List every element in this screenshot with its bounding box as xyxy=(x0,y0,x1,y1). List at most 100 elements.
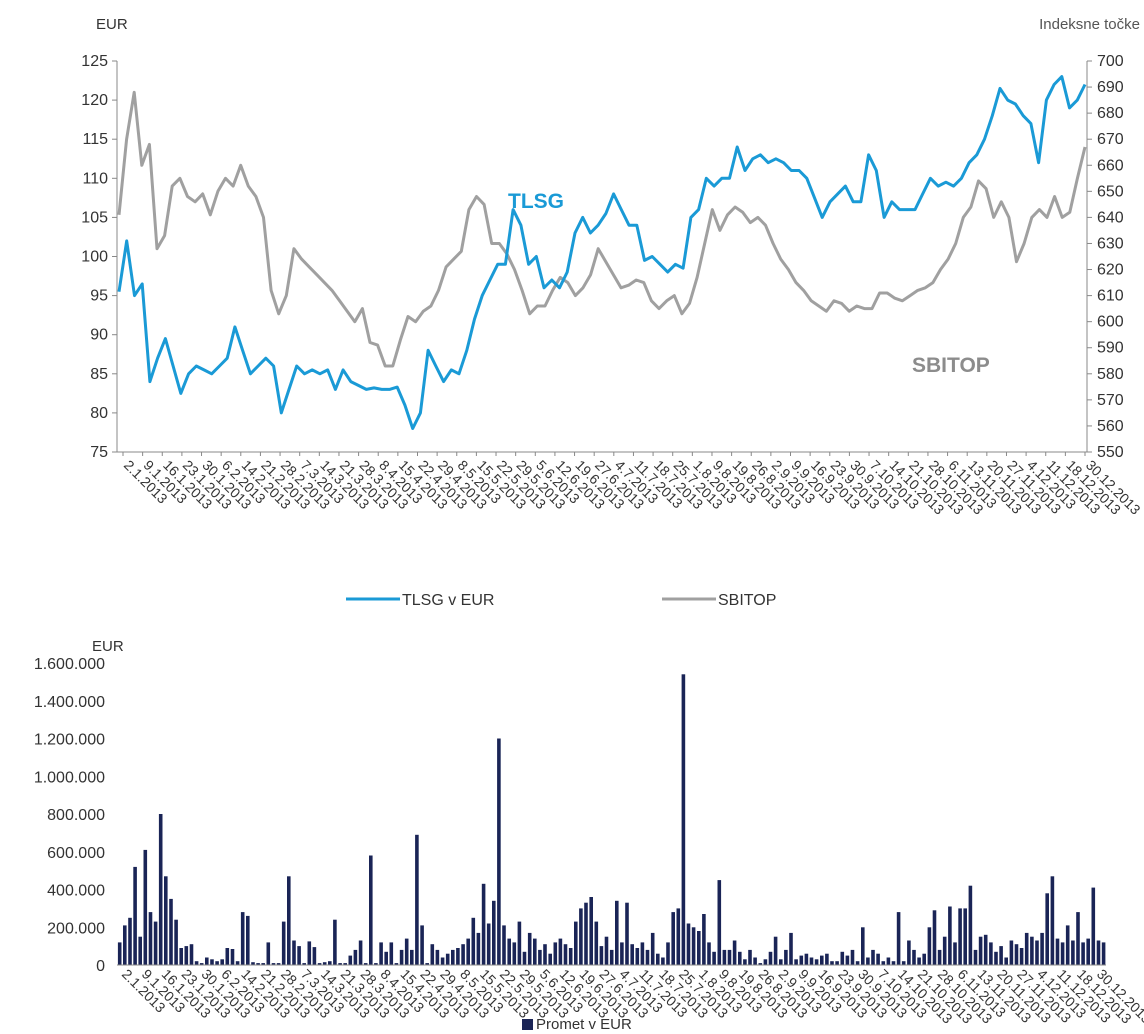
right-tick-label: 590 xyxy=(1097,340,1124,357)
turnover-bar xyxy=(1071,940,1075,965)
turnover-bar xyxy=(620,942,624,965)
left-tick-label: 120 xyxy=(81,92,108,109)
legend: TLSG v EUR SBITOP xyxy=(346,592,776,609)
turnover-bar xyxy=(527,932,532,965)
turnover-bar xyxy=(512,942,517,965)
turnover-bar xyxy=(451,949,455,965)
turnover-bar xyxy=(661,957,665,965)
turnover-tick-label: 1.000.000 xyxy=(34,769,105,786)
legend-label-promet: Promet v EUR xyxy=(536,1016,632,1033)
turnover-bar xyxy=(594,921,599,965)
turnover-bar xyxy=(343,963,347,965)
turnover-bar xyxy=(763,959,768,965)
turnover-bar xyxy=(732,940,737,965)
turnover-bar xyxy=(563,944,568,965)
turnover-bar xyxy=(471,917,476,965)
turnover-bar xyxy=(814,959,819,965)
price-index-chart: EUR Indeksne točke 75 80 85 90 95 100 105 110 11… xyxy=(81,16,1144,609)
turnover-bar xyxy=(215,961,219,965)
right-tick-label: 670 xyxy=(1097,131,1124,148)
turnover-bar xyxy=(1030,936,1034,965)
turnover-bar xyxy=(604,936,609,965)
turnover-bar xyxy=(517,921,522,965)
turnover-bar xyxy=(394,963,399,965)
turnover-bar xyxy=(389,942,394,965)
turnover-bar xyxy=(912,949,916,965)
right-tick-label: 700 xyxy=(1097,53,1124,70)
turnover-bar xyxy=(835,961,839,965)
turnover-bar xyxy=(1060,942,1065,965)
turnover-x-axis: 2.1.20139.1.201316.1.201323.1.201330.1.2… xyxy=(117,964,1144,1027)
turnover-bar xyxy=(358,940,363,965)
turnover-bar xyxy=(625,902,629,965)
turnover-bar xyxy=(287,876,291,965)
turnover-bar xyxy=(322,962,327,965)
turnover-bar xyxy=(994,951,998,965)
turnover-bar xyxy=(338,963,342,965)
turnover-bar xyxy=(169,898,173,965)
x-axis: 2.1.20139.1.201316.1.201323.1.201330.1.2… xyxy=(117,451,1144,518)
turnover-bar xyxy=(410,949,414,965)
turnover-bar xyxy=(123,925,127,965)
turnover-tick-label: 1.400.000 xyxy=(34,694,105,711)
turnover-bar xyxy=(1035,940,1039,965)
right-tick-label: 690 xyxy=(1097,79,1124,96)
turnover-bar xyxy=(630,944,634,965)
turnover-bar xyxy=(205,957,209,965)
turnover-bar xyxy=(681,674,686,965)
turnover-bar xyxy=(148,912,153,965)
series-lines xyxy=(117,75,1087,430)
turnover-chart: EUR 0 200.000 400.000 600.000 800.000 1.000.0… xyxy=(34,638,1144,1033)
turnover-bar xyxy=(676,908,681,965)
right-tick-label: 550 xyxy=(1097,444,1124,461)
turnover-legend: Promet v EUR xyxy=(522,1016,632,1033)
turnover-bar xyxy=(225,948,230,965)
turnover-bar xyxy=(830,961,834,965)
turnover-y-axis: 0 200.000 400.000 600.000 800.000 1.000.000 1.… xyxy=(34,656,105,975)
right-axis-unit-label: Indeksne točke xyxy=(1039,16,1140,33)
turnover-bar xyxy=(430,944,435,965)
turnover-bar xyxy=(251,962,255,965)
turnover-bar xyxy=(507,938,511,965)
turnover-bar xyxy=(650,932,655,965)
turnover-bar xyxy=(1040,932,1044,965)
turnover-bar xyxy=(1076,912,1080,965)
turnover-bar xyxy=(133,866,137,965)
right-y-axis: 550 560 570 580 590 600 610 620 630 640 650 660 670 6… xyxy=(1086,53,1124,461)
left-tick-label: 75 xyxy=(90,444,108,461)
turnover-bar xyxy=(1009,940,1014,965)
turnover-bar xyxy=(579,908,583,965)
turnover-bar xyxy=(271,963,276,965)
turnover-bar xyxy=(666,942,670,965)
turnover-bar xyxy=(896,912,901,965)
turnover-bar xyxy=(199,963,204,965)
legend-label-tlsg: TLSG v EUR xyxy=(402,592,494,609)
turnover-bar xyxy=(194,961,199,965)
turnover-bar xyxy=(804,953,809,965)
turnover-bar xyxy=(825,953,829,965)
turnover-bar xyxy=(881,961,886,965)
right-tick-label: 560 xyxy=(1097,418,1124,435)
turnover-bar xyxy=(789,932,793,965)
legend-label-sbitop: SBITOP xyxy=(718,592,776,609)
turnover-bar xyxy=(820,955,824,965)
turnover-tick-label: 1.600.000 xyxy=(34,656,105,673)
turnover-bar xyxy=(1004,957,1008,965)
turnover-bar xyxy=(179,948,183,965)
right-tick-label: 630 xyxy=(1097,235,1124,252)
turnover-bar xyxy=(973,949,978,965)
turnover-bar xyxy=(292,940,296,965)
turnover-bar xyxy=(866,957,870,965)
left-tick-label: 95 xyxy=(90,288,108,305)
turnover-bar xyxy=(691,927,696,966)
turnover-bar xyxy=(302,963,306,965)
turnover-bar xyxy=(266,942,271,965)
turnover-bar xyxy=(932,910,937,965)
turnover-bar xyxy=(481,883,486,965)
turnover-bar xyxy=(256,963,260,965)
turnover-bar xyxy=(645,949,650,965)
turnover-bar xyxy=(656,953,660,965)
turnover-bar xyxy=(1096,940,1101,965)
turnover-bar xyxy=(983,934,988,965)
turnover-bar xyxy=(189,944,194,965)
